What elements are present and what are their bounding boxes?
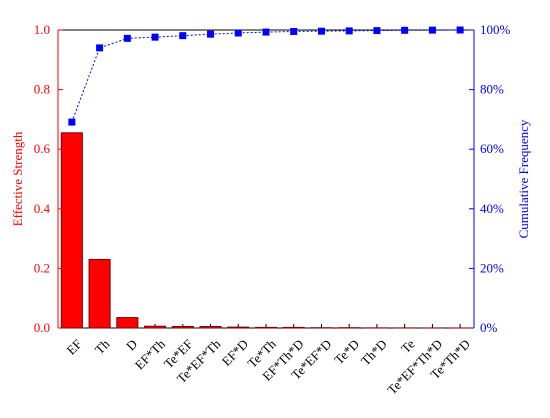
x-tick-label: Th	[92, 336, 113, 357]
cumulative-marker	[428, 26, 436, 34]
y2-tick-label: 80%	[480, 82, 504, 97]
cumulative-marker	[96, 44, 104, 52]
bar	[254, 326, 278, 329]
x-tick-label: Th*D	[358, 336, 390, 368]
x-tick-label: Te*D	[331, 336, 362, 367]
cumulative-marker	[151, 33, 159, 41]
y2-tick-label: 20%	[480, 260, 504, 275]
y2-tick-label: 0%	[480, 320, 498, 335]
y-tick-label: 0.2	[34, 260, 50, 275]
cumulative-marker	[179, 32, 187, 40]
cumulative-line	[71, 29, 461, 123]
y2-tick-label: 60%	[480, 141, 504, 156]
x-tick-label: D	[123, 336, 140, 353]
cumulative-marker	[262, 28, 270, 36]
bar	[60, 132, 83, 329]
cumulative-marker	[68, 118, 76, 126]
bar	[88, 258, 111, 329]
cumulative-marker	[207, 30, 215, 38]
y2-tick-label: 40%	[480, 201, 504, 216]
y-tick-label: 0.6	[34, 141, 51, 156]
x-tick-label: EF*D	[219, 336, 252, 369]
y-tick-label: 1.0	[34, 22, 50, 37]
y-tick-label: 0.4	[34, 201, 51, 216]
cumulative-marker	[373, 27, 381, 35]
bar	[227, 326, 250, 329]
bar	[282, 326, 305, 329]
cumulative-marker	[456, 26, 464, 34]
cumulative-marker	[345, 27, 353, 35]
cumulative-marker	[317, 27, 325, 35]
cumulative-marker	[401, 26, 409, 34]
bar	[171, 326, 194, 329]
bar	[144, 325, 167, 329]
y2-tick-label: 100%	[480, 22, 511, 37]
cumulative-marker	[234, 29, 242, 37]
y-axis-label: Effective Strength	[10, 131, 25, 226]
cumulative-marker	[123, 34, 131, 42]
y2-axis-label: Cumulative Frequency	[516, 119, 531, 238]
y-tick-label: 0.0	[34, 320, 50, 335]
x-tick-label: EF*Th	[132, 336, 168, 372]
y-tick-label: 0.8	[34, 82, 50, 97]
x-tick-label: Te	[398, 336, 418, 356]
bar	[199, 326, 222, 329]
bar	[116, 317, 139, 329]
cumulative-marker	[290, 27, 298, 35]
x-tick-label: EF	[63, 336, 84, 357]
